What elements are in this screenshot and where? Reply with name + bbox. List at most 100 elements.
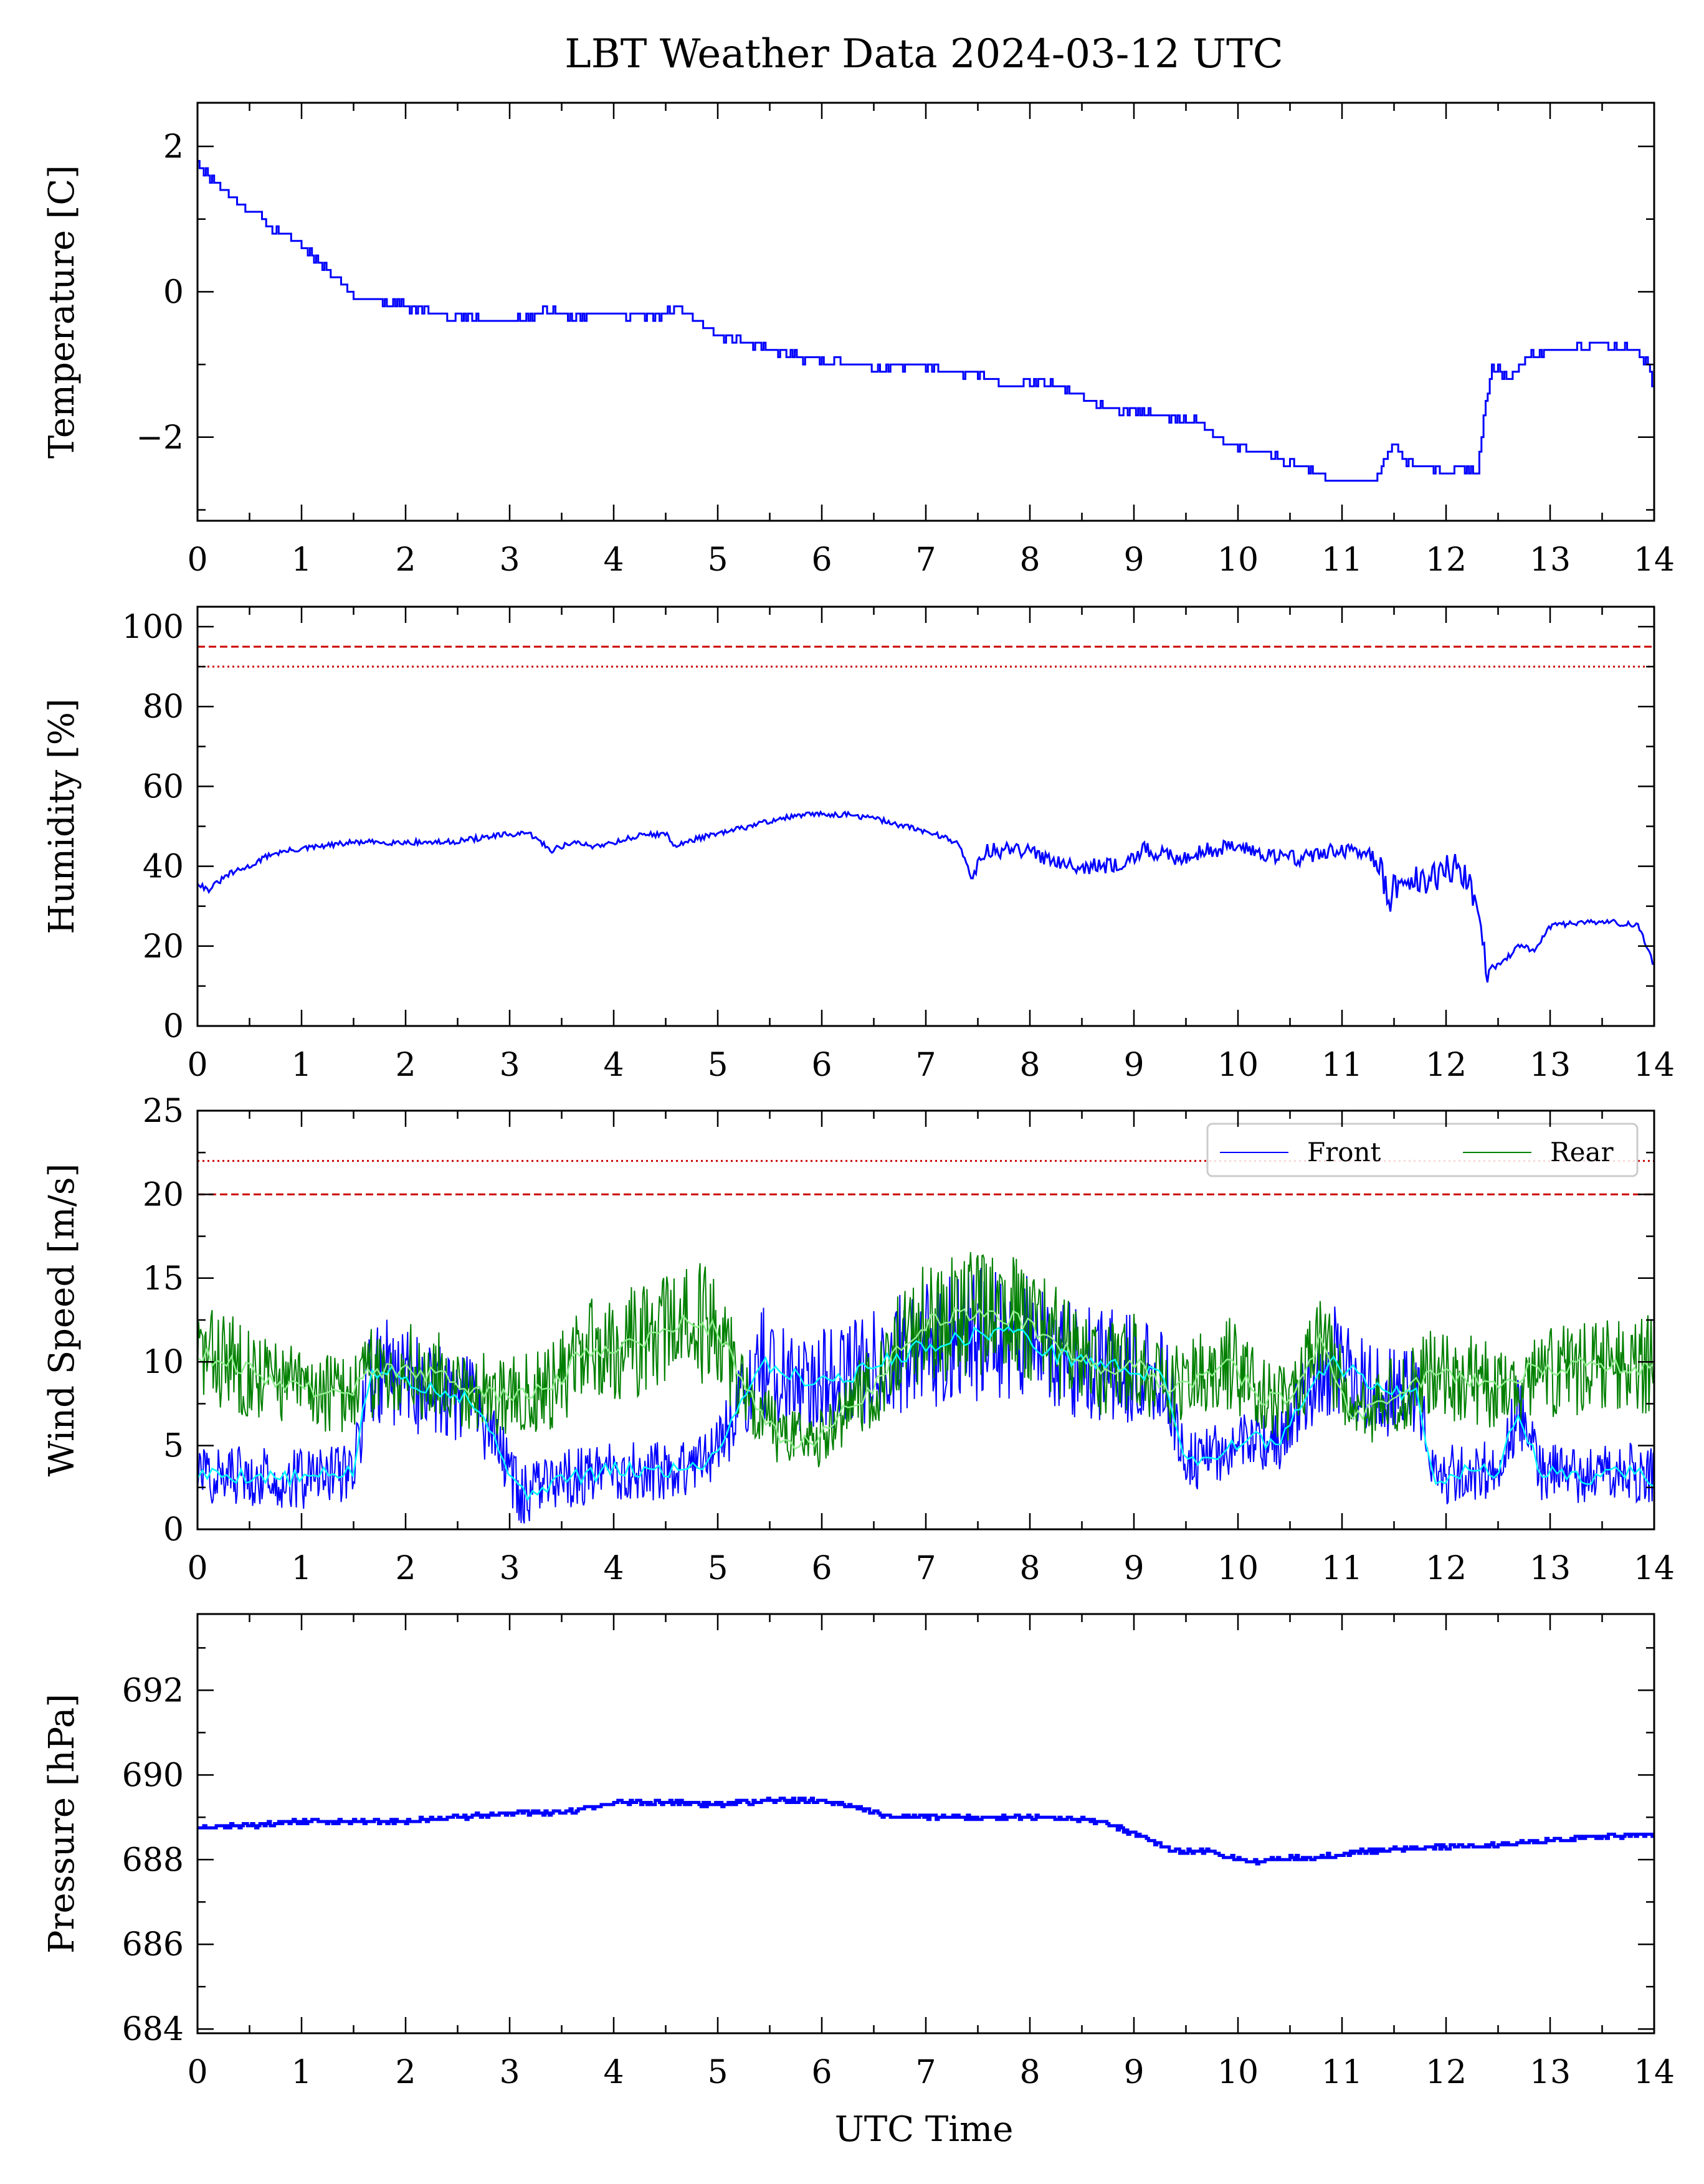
humidity-y-axis: 0 20 40 60 80 100 [122, 609, 1654, 1045]
x-tick-label: 8 [1019, 2054, 1040, 2091]
x-tick-label: 8 [1019, 541, 1040, 579]
wind-speed-y-axis: 0 5 10 15 20 25 [143, 1093, 1654, 1549]
x-tick-label: 10 [1217, 1047, 1259, 1084]
x-tick-label: 7 [915, 2054, 936, 2091]
wind-front-average-line [198, 1326, 1654, 1502]
figure-title: LBT Weather Data 2024-03-12 UTC [564, 31, 1283, 77]
x-tick-label: 2 [395, 1047, 416, 1084]
x-tick-label: 6 [811, 1550, 832, 1587]
x-tick-label: 14 [1634, 541, 1675, 579]
y-tick-label: −2 [136, 419, 184, 457]
legend-frame [1206, 1123, 1639, 1177]
x-tick-label: 7 [915, 541, 936, 579]
x-axis-label: UTC Time [835, 2109, 1014, 2150]
x-tick-label: 1 [291, 1047, 312, 1084]
x-tick-label: 7 [915, 1550, 936, 1587]
x-tick-label: 5 [707, 1550, 728, 1587]
x-tick-label: 14 [1634, 1550, 1675, 1587]
y-tick-label: 690 [122, 1757, 184, 1794]
x-tick-label: 0 [187, 541, 207, 579]
x-tick-label: 11 [1321, 1550, 1363, 1587]
temperature-plot-area [198, 159, 1654, 482]
x-tick-label: 3 [499, 1047, 520, 1084]
y-tick-label: 684 [122, 2011, 184, 2048]
x-tick-label: 13 [1530, 1047, 1571, 1084]
x-tick-label: 12 [1426, 541, 1467, 579]
humidity-series-line [198, 810, 1654, 983]
x-tick-label: 9 [1123, 1047, 1144, 1084]
x-tick-label: 13 [1530, 541, 1571, 579]
x-tick-label: 11 [1321, 2054, 1363, 2091]
x-tick-label: 2 [395, 1550, 416, 1587]
wind-speed-x-axis: 0 1 2 3 4 5 6 7 8 9 10 11 12 13 14 [187, 1111, 1675, 1587]
y-tick-label: 10 [143, 1344, 184, 1381]
y-tick-label: 686 [122, 1926, 184, 1963]
x-tick-label: 5 [707, 2054, 728, 2091]
pressure-y-axis-label: Pressure [hPa] [42, 1694, 82, 1954]
x-tick-label: 12 [1426, 2054, 1467, 2091]
humidity-panel: 0 1 2 3 4 5 6 7 8 9 10 11 12 13 14020406080100Humidity… [42, 605, 1675, 1084]
x-tick-label: 10 [1217, 2054, 1259, 2091]
humidity-x-axis: 0 1 2 3 4 5 6 7 8 9 10 11 12 13 14 [187, 607, 1675, 1084]
y-tick-label: 100 [122, 609, 184, 646]
humidity-plot-area [198, 645, 1654, 983]
y-tick-label: 25 [143, 1093, 184, 1130]
x-tick-label: 3 [499, 1550, 520, 1587]
x-tick-label: 9 [1123, 541, 1144, 579]
legend-label-front: Front [1307, 1137, 1381, 1167]
x-tick-label: 6 [811, 1047, 832, 1084]
x-tick-label: 12 [1426, 1047, 1467, 1084]
wind-speed-plot-area [198, 1160, 1654, 1524]
y-tick-label: 692 [122, 1672, 184, 1709]
x-tick-label: 4 [603, 1550, 624, 1587]
pressure-plot-area [198, 1797, 1654, 1866]
x-tick-label: 8 [1019, 1047, 1040, 1084]
y-tick-label: 0 [163, 273, 184, 311]
pressure-panel: 0 1 2 3 4 5 6 7 8 9 10 11 12 13 14684686688690692Press… [42, 1613, 1675, 2091]
temperature-series-line [198, 159, 1654, 482]
x-tick-label: 2 [395, 2054, 416, 2091]
wind-speed-legend: Front Rear [1206, 1123, 1639, 1177]
x-tick-label: 7 [915, 1047, 936, 1084]
x-tick-label: 10 [1217, 541, 1259, 579]
y-tick-label: 688 [122, 1841, 184, 1879]
x-tick-label: 0 [187, 1047, 207, 1084]
x-tick-label: 2 [395, 541, 416, 579]
x-tick-label: 4 [603, 2054, 624, 2091]
temperature-y-axis: −2 0 2 [136, 128, 1654, 511]
y-tick-label: 15 [143, 1260, 184, 1298]
x-tick-label: 3 [499, 2054, 520, 2091]
x-tick-label: 14 [1634, 1047, 1675, 1084]
x-tick-label: 9 [1123, 1550, 1144, 1587]
y-tick-label: 2 [163, 128, 184, 166]
x-tick-label: 0 [187, 1550, 207, 1587]
pressure-y-axis: 684 686 688 690 692 [122, 1647, 1654, 2048]
pressure-series-line [198, 1797, 1654, 1866]
x-tick-label: 11 [1321, 1047, 1363, 1084]
x-tick-label: 3 [499, 541, 520, 579]
x-tick-label: 10 [1217, 1550, 1259, 1587]
y-tick-label: 0 [163, 1511, 184, 1549]
x-tick-label: 5 [707, 541, 728, 579]
x-tick-label: 11 [1321, 541, 1363, 579]
x-tick-label: 14 [1634, 2054, 1675, 2091]
x-tick-label: 13 [1530, 2054, 1571, 2091]
x-tick-label: 5 [707, 1047, 728, 1084]
x-tick-label: 13 [1530, 1550, 1571, 1587]
x-tick-label: 6 [811, 541, 832, 579]
x-tick-label: 4 [603, 541, 624, 579]
x-tick-label: 1 [291, 1550, 312, 1587]
pressure-x-axis: 0 1 2 3 4 5 6 7 8 9 10 11 12 13 14 [187, 1614, 1675, 2091]
temperature-x-axis: 0 1 2 3 4 5 6 7 8 9 10 11 12 13 14 [187, 103, 1675, 579]
x-tick-label: 4 [603, 1047, 624, 1084]
humidity-y-axis-label: Humidity [%] [42, 698, 82, 934]
x-tick-label: 12 [1426, 1550, 1467, 1587]
legend-label-rear: Rear [1550, 1137, 1614, 1167]
y-tick-label: 40 [143, 848, 184, 886]
x-tick-label: 9 [1123, 2054, 1144, 2091]
x-tick-label: 0 [187, 2054, 207, 2091]
wind-rear-average-line [198, 1306, 1654, 1450]
